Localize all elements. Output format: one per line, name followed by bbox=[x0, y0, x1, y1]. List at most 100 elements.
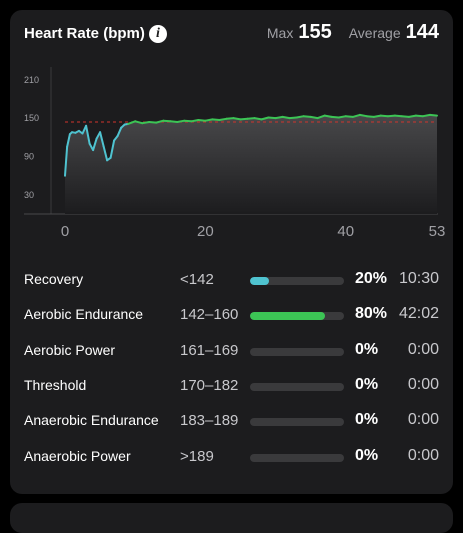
x-tick-label: 0 bbox=[61, 223, 69, 240]
heart-rate-line-segment bbox=[365, 115, 375, 118]
zone-range: >189 bbox=[180, 447, 214, 465]
zone-range: <142 bbox=[180, 271, 214, 288]
heart-rate-line-segment bbox=[66, 133, 71, 148]
heart-rate-line-segment bbox=[323, 114, 333, 118]
y-tick-label: 30 bbox=[24, 190, 34, 200]
heart-rate-line-segment bbox=[99, 131, 105, 148]
heart-rate-line-segment bbox=[400, 115, 410, 118]
zone-name: Aerobic Endurance bbox=[24, 306, 144, 323]
zone-name: Threshold bbox=[24, 376, 87, 393]
zone-range: 170–182 bbox=[180, 376, 239, 394]
zone-range: 183–189 bbox=[180, 412, 239, 430]
heart-rate-line-segment bbox=[253, 117, 263, 121]
zone-row: Threshold 170–182 0% 0:00 bbox=[10, 369, 453, 404]
x-tick-label: 20 bbox=[197, 223, 214, 240]
heart-rate-line-segment bbox=[379, 114, 389, 118]
x-tick-label: 53 bbox=[429, 223, 446, 240]
y-tick-label: 150 bbox=[24, 113, 39, 123]
zone-row: Anaerobic Endurance 183–189 0% 0:00 bbox=[10, 404, 453, 439]
heart-rate-line-segment bbox=[281, 115, 291, 120]
zone-name: Aerobic Power bbox=[24, 341, 116, 358]
heart-rate-line-segment bbox=[169, 120, 179, 123]
heart-rate-line-segment bbox=[211, 118, 221, 121]
next-card bbox=[10, 503, 453, 533]
heart-rate-line-segment bbox=[64, 145, 69, 177]
zone-progress-bar bbox=[250, 453, 344, 462]
heart-rate-line-segment bbox=[239, 117, 249, 121]
heart-rate-line-segment bbox=[393, 114, 403, 118]
heart-rate-line-segment bbox=[116, 126, 123, 137]
zone-name: Anaerobic Power bbox=[24, 447, 131, 464]
zone-progress-fill bbox=[250, 277, 269, 285]
y-tick-label: 210 bbox=[24, 75, 39, 85]
zone-progress-bar bbox=[250, 382, 344, 391]
zone-time: 42:02 bbox=[398, 305, 439, 323]
heart-rate-line-segment bbox=[134, 120, 144, 125]
heart-rate-line-segment bbox=[309, 115, 319, 120]
zone-range: 161–169 bbox=[180, 341, 239, 359]
zone-name: Recovery bbox=[24, 271, 84, 287]
heart-rate-line-segment bbox=[288, 116, 298, 120]
heart-rate-line-segment bbox=[344, 115, 354, 118]
heart-rate-line-segment bbox=[183, 119, 193, 123]
zone-time: 0:00 bbox=[407, 340, 439, 358]
zone-row: Aerobic Endurance 142–160 80% 42:02 bbox=[10, 298, 453, 333]
heart-rate-line-segment bbox=[109, 139, 116, 159]
heart-rate-line-segment bbox=[92, 137, 98, 152]
heart-rate-line-segment bbox=[148, 121, 158, 124]
zone-percent: 0% bbox=[355, 446, 379, 464]
zone-progress-bar bbox=[250, 277, 344, 285]
card-title: Heart Rate (bpm) bbox=[24, 25, 145, 42]
average-value: 144 bbox=[405, 21, 439, 43]
heart-rate-line-segment bbox=[204, 118, 214, 122]
heart-rate-line-segment bbox=[176, 119, 186, 123]
zone-percent: 0% bbox=[355, 340, 379, 358]
heart-rate-line-segment bbox=[102, 145, 109, 162]
heart-rate-line-segment bbox=[337, 115, 347, 119]
zone-name: Anaerobic Endurance bbox=[24, 412, 159, 429]
zone-row: Anaerobic Power >189 0% 0:00 bbox=[10, 440, 453, 475]
zone-time: 10:30 bbox=[398, 270, 439, 287]
zone-time: 0:00 bbox=[407, 411, 439, 429]
heart-rate-line-segment bbox=[295, 115, 305, 119]
max-label: Max bbox=[266, 25, 294, 41]
zone-percent: 0% bbox=[355, 411, 379, 429]
heart-rate-line-segment bbox=[85, 124, 91, 145]
heart-rate-line-segment bbox=[246, 117, 256, 120]
heart-rate-line-segment bbox=[302, 115, 312, 118]
zone-percent: 80% bbox=[355, 305, 388, 323]
heart-rate-line-segment bbox=[190, 119, 200, 123]
zone-percent: 20% bbox=[355, 270, 388, 287]
average-label: Average bbox=[348, 25, 401, 41]
heart-rate-line-segment bbox=[225, 117, 235, 120]
zone-row: Recovery <142 20% 10:30 bbox=[10, 263, 453, 298]
heart-rate-stats: Max 155 Average 144 bbox=[267, 21, 439, 44]
zone-progress-fill bbox=[250, 312, 326, 321]
heart-rate-line-segment bbox=[358, 113, 368, 118]
zone-percent: 0% bbox=[355, 375, 379, 393]
zone-time: 0:00 bbox=[407, 375, 439, 393]
heart-rate-line-segment bbox=[407, 114, 417, 118]
zone-row: Aerobic Power 161–169 0% 0:00 bbox=[10, 334, 453, 369]
heart-rate-line-segment bbox=[414, 114, 424, 118]
heart-rate-line-segment bbox=[351, 113, 361, 118]
heart-rate-line-segment bbox=[316, 114, 326, 120]
heart-rate-line-segment bbox=[260, 116, 270, 121]
y-tick-label: 90 bbox=[24, 151, 34, 161]
heart-rate-line-segment bbox=[372, 114, 382, 118]
info-icon[interactable]: i bbox=[149, 25, 167, 43]
x-tick-label: 40 bbox=[337, 223, 354, 240]
heart-rate-line-segment bbox=[429, 113, 438, 117]
max-value: 155 bbox=[298, 21, 332, 43]
heart-rate-line-segment bbox=[330, 115, 340, 119]
heart-rate-line-segment bbox=[274, 115, 284, 120]
heart-rate-line-segment bbox=[141, 121, 151, 125]
heart-rate-chart: 210 150 90 30 0 20 40 53 bbox=[24, 67, 446, 240]
heart-rate-line-segment bbox=[155, 119, 165, 124]
zone-progress-bar bbox=[250, 312, 344, 321]
heart-rate-line-segment bbox=[232, 117, 242, 121]
heart-rate-line-segment bbox=[162, 119, 172, 123]
heart-rate-line-segment bbox=[267, 116, 277, 120]
heart-rate-line-segment bbox=[218, 117, 228, 121]
zone-progress-bar bbox=[250, 347, 344, 356]
